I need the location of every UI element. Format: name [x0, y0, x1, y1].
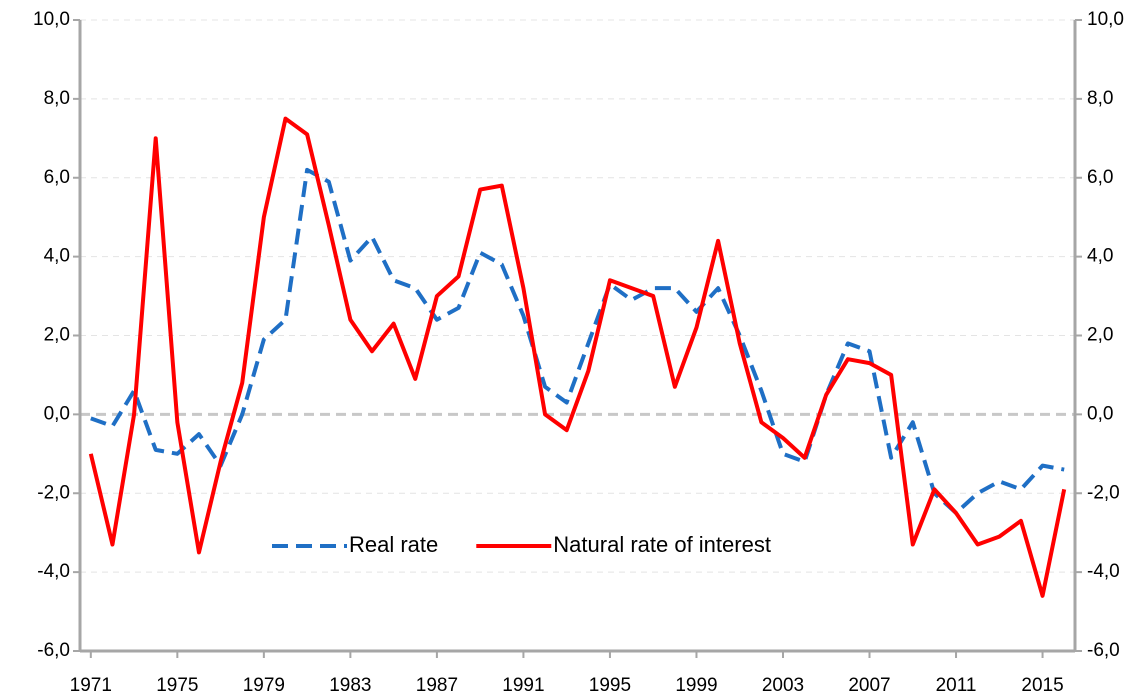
x-tick-label: 1971	[70, 675, 112, 696]
series-line	[88, 116, 1067, 598]
y-tick-label: 6,0	[44, 167, 70, 188]
y-tick-label: 2,0	[44, 325, 70, 346]
y-tick-label: 4,0	[44, 246, 70, 267]
y2-tick-label: 4,0	[1087, 246, 1113, 267]
x-tick-label: 2003	[762, 675, 804, 696]
x-tick-label: 2007	[848, 675, 890, 696]
legend-label: Real rate	[349, 532, 438, 557]
y-tick-label: -4,0	[37, 561, 70, 582]
y2-tick-label: 8,0	[1087, 88, 1113, 109]
y2-tick-label: 2,0	[1087, 325, 1113, 346]
y2-tick-label: -2,0	[1087, 482, 1120, 503]
y2-tick-label: -4,0	[1087, 561, 1120, 582]
x-tick-label: 1983	[329, 675, 371, 696]
y2-tick-label: 0,0	[1087, 403, 1113, 424]
x-tick-label: 2011	[936, 675, 977, 696]
y-tick-label: -2,0	[37, 482, 70, 503]
y-tick-label: 10,0	[33, 9, 70, 30]
series-line	[90, 167, 1065, 515]
y-tick-label: -6,0	[37, 640, 70, 661]
x-tick-label: 1991	[502, 675, 544, 696]
x-tick-label: 1975	[156, 675, 198, 696]
x-tick-label: 1979	[243, 675, 285, 696]
y2-tick-label: 10,0	[1087, 9, 1124, 30]
x-tick-label: 1987	[416, 675, 458, 696]
y-tick-label: 0,0	[44, 403, 70, 424]
x-tick-label: 1999	[675, 675, 717, 696]
x-tick-label: 2015	[1021, 675, 1063, 696]
legend-label: Natural rate of interest	[553, 532, 771, 557]
x-tick-label: 1995	[589, 675, 631, 696]
y2-tick-label: 6,0	[1087, 167, 1113, 188]
y2-tick-label: -6,0	[1087, 640, 1120, 661]
y-tick-label: 8,0	[44, 88, 70, 109]
